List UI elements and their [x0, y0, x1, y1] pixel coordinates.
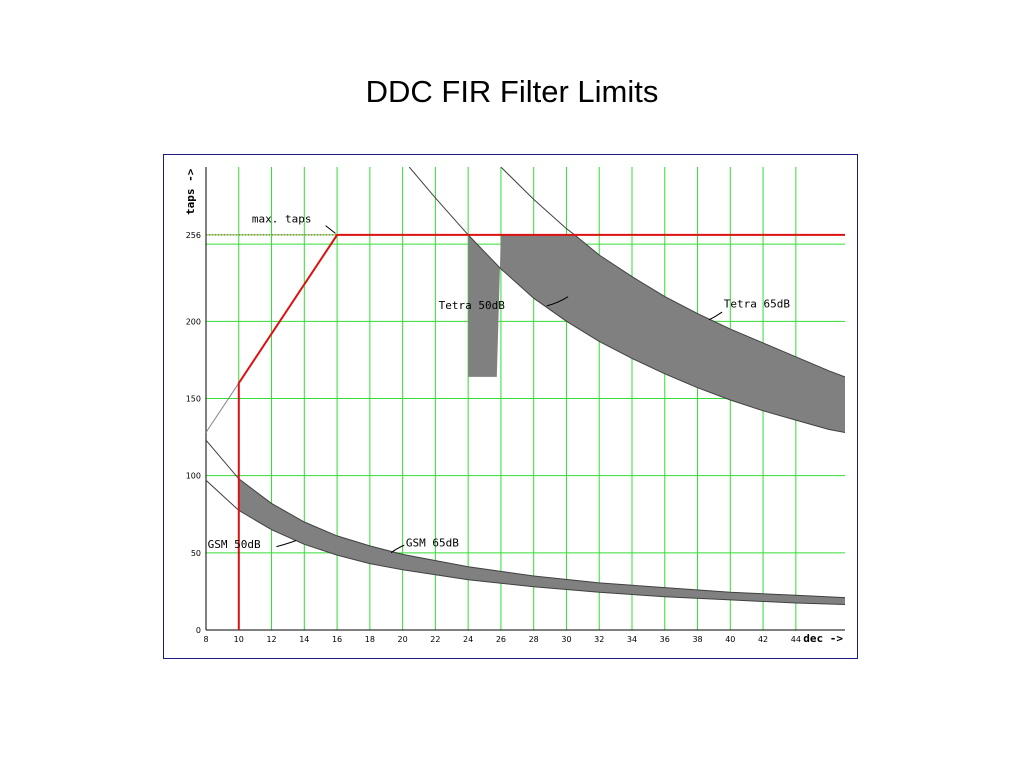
- series-pointer: [276, 540, 297, 548]
- x-tick-label: 40: [725, 635, 735, 644]
- x-tick-label: 42: [758, 635, 768, 644]
- y-axis-label: taps ->: [184, 168, 197, 215]
- x-tick-label: 32: [594, 635, 604, 644]
- series-label: GSM 50dB: [208, 538, 261, 551]
- x-tick-label: 34: [627, 635, 637, 644]
- series-pointer: [546, 296, 569, 307]
- limit-extension: [205, 382, 240, 433]
- x-axis-label: dec ->: [803, 632, 843, 645]
- series-line: [408, 167, 845, 433]
- x-tick-label: 20: [398, 635, 408, 644]
- x-tick-label: 28: [529, 635, 539, 644]
- series-label: Tetra 50dB: [439, 299, 506, 312]
- max-taps-pointer: [325, 225, 336, 234]
- y-tick-label: 100: [186, 472, 201, 481]
- x-tick-label: 18: [365, 635, 375, 644]
- x-tick-label: 14: [299, 635, 309, 644]
- series-line: [206, 479, 845, 605]
- x-tick-label: 8: [203, 635, 208, 644]
- x-tick-label: 36: [660, 635, 670, 644]
- chart-svg: 8 10 12 14 16 18 20 22 24 26 28 30 32 34 36 38 40 42 44 0 50…: [184, 167, 845, 645]
- slide-title: DDC FIR Filter Limits: [365, 74, 659, 109]
- x-tick-label: 30: [561, 635, 571, 644]
- x-tick-label: 12: [266, 635, 276, 644]
- x-tick-label: 16: [332, 635, 342, 644]
- y-tick-label: 200: [186, 317, 201, 326]
- series-pointer: [390, 544, 405, 554]
- y-tick-label: 0: [196, 626, 201, 635]
- tetra-band: [468, 234, 845, 433]
- max-taps-label: max. taps: [252, 213, 312, 226]
- y-tick-label: 256: [186, 231, 201, 240]
- series-label: Tetra 65dB: [724, 297, 791, 310]
- gsm-band: [238, 478, 845, 605]
- x-tick-label: 26: [496, 635, 506, 644]
- series-pointer: [708, 311, 723, 321]
- x-tick-label: 24: [463, 635, 473, 644]
- series-line: [206, 439, 845, 599]
- x-tick-label: 38: [692, 635, 702, 644]
- series-label: GSM 65dB: [406, 537, 459, 550]
- x-tick-label: 10: [234, 635, 244, 644]
- max-taps-limit-line: [237, 233, 845, 630]
- series-line: [500, 167, 845, 378]
- x-tick-label: 22: [430, 635, 440, 644]
- y-tick-label: 50: [191, 549, 201, 558]
- x-tick-label: 44: [791, 635, 801, 644]
- y-tick-label: 150: [186, 395, 201, 404]
- chart-frame: 8 10 12 14 16 18 20 22 24 26 28 30 32 34 36 38 40 42 44 0 50…: [163, 154, 858, 659]
